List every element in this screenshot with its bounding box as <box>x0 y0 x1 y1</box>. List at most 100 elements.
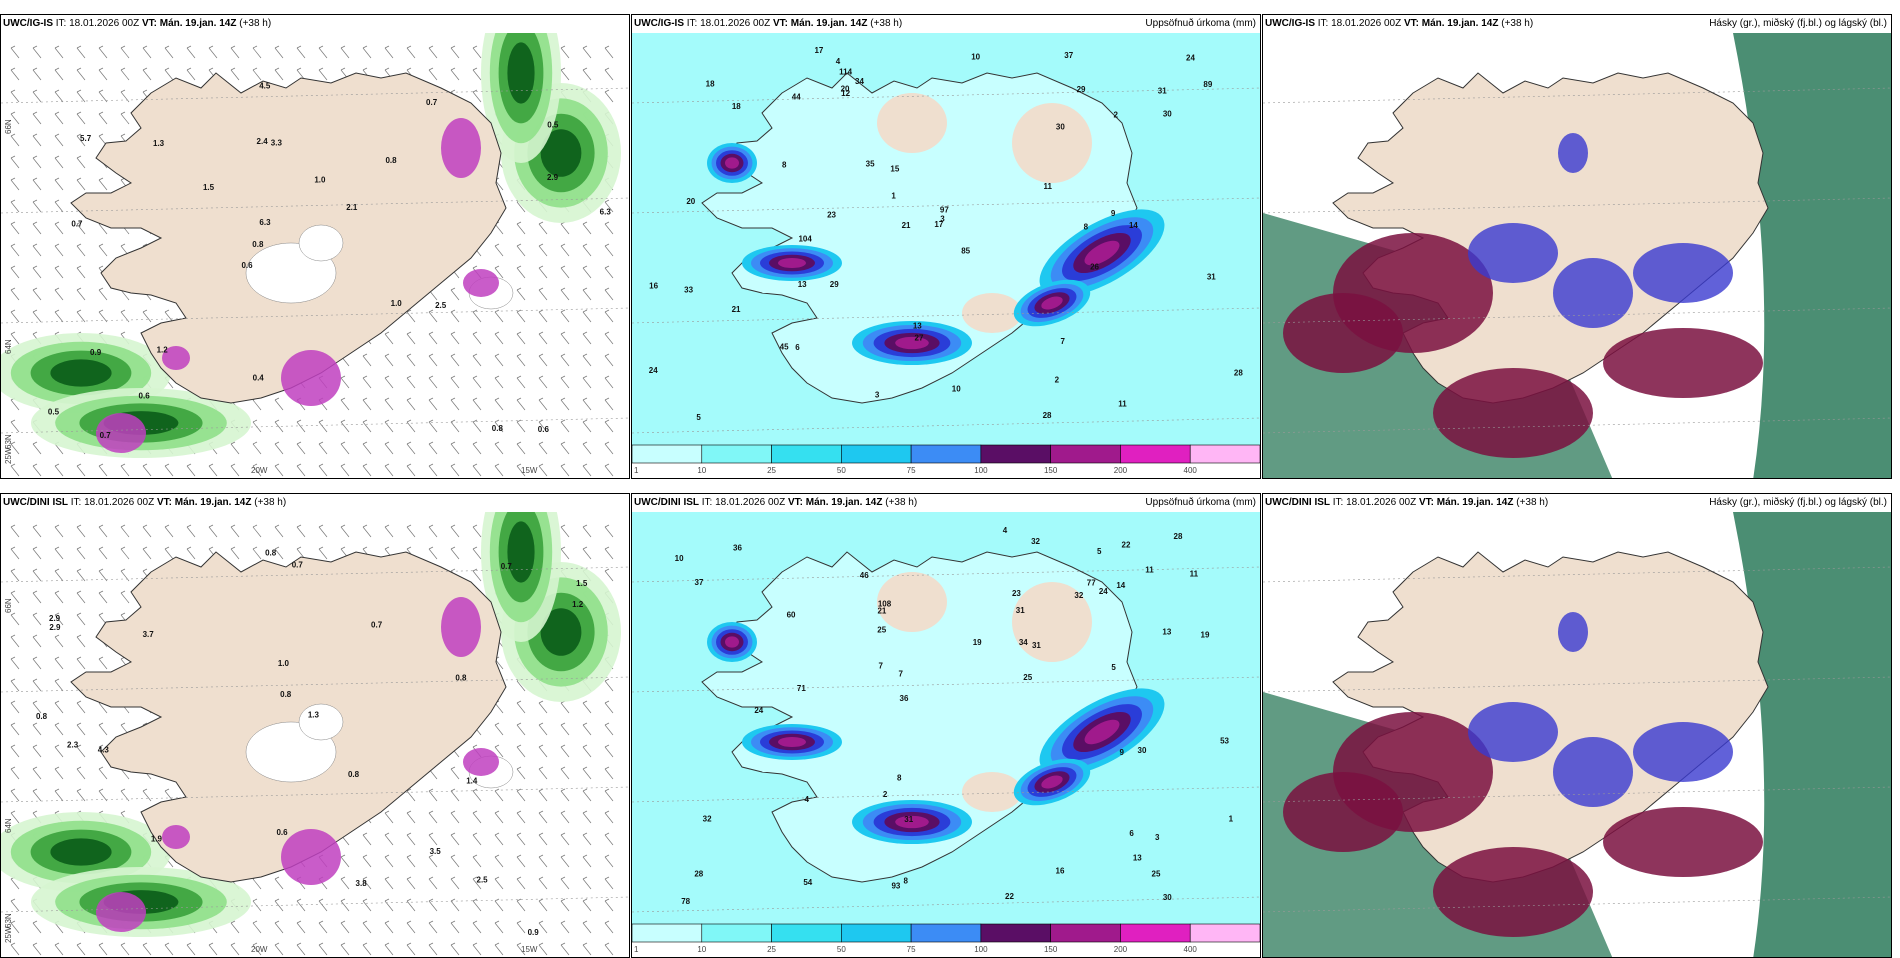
wind-barb <box>76 546 86 560</box>
wind-barb <box>582 265 592 279</box>
wind-barb <box>76 590 86 604</box>
precip-core <box>1084 719 1120 745</box>
wind-barb <box>54 656 64 670</box>
low-cloud-area <box>1633 243 1733 303</box>
wind-barb <box>98 463 108 477</box>
wind-barb <box>560 524 570 538</box>
value-label: 1.3 <box>308 710 320 719</box>
wind-barb <box>450 287 460 301</box>
wind-barb <box>76 177 86 191</box>
colorbar-tick-label: 1 <box>634 466 639 475</box>
wind-barb <box>32 67 42 81</box>
wind-barb <box>384 419 394 433</box>
wind-barb <box>362 419 372 433</box>
value-label: 1.4 <box>466 776 478 785</box>
wind-barb <box>516 353 526 367</box>
precip-value-label: 11 <box>1190 570 1199 579</box>
wind-barb <box>516 463 526 477</box>
wind-barb <box>604 744 614 758</box>
wind-barb <box>538 898 548 912</box>
wind-barb <box>560 265 570 279</box>
wind-barb <box>340 419 350 433</box>
wind-barb <box>582 700 592 714</box>
wind-barb <box>120 45 130 59</box>
mid-cloud-area <box>1283 772 1403 852</box>
precip-band <box>507 521 535 583</box>
wind-barb <box>428 942 438 956</box>
wind-barb <box>318 546 328 560</box>
wind-barb <box>604 331 614 345</box>
value-label: 1.9 <box>151 834 163 843</box>
wind-barb <box>142 67 152 81</box>
wind-barb <box>252 920 262 934</box>
wind-barb <box>516 876 526 890</box>
wind-barb <box>54 309 64 323</box>
precip-value-label: 32 <box>1074 591 1083 600</box>
wind-barb <box>604 265 614 279</box>
wind-barb <box>274 876 284 890</box>
wind-barb <box>604 287 614 301</box>
colorbar-swatch <box>980 923 1051 943</box>
wind-barb <box>32 590 42 604</box>
value-label: 0.9 <box>90 348 102 357</box>
wind-barb <box>76 111 86 125</box>
wind-barb <box>494 854 504 868</box>
precip-value-label: 14 <box>1116 581 1125 590</box>
value-label: 1.2 <box>572 600 584 609</box>
wind-barb <box>406 524 416 538</box>
value-label: 1.2 <box>157 345 169 354</box>
wind-barb <box>10 155 20 169</box>
wind-barb <box>406 810 416 824</box>
wind-barb <box>318 67 328 81</box>
precip-value-label: 93 <box>891 882 900 891</box>
precip-value-label: 30 <box>1056 123 1065 132</box>
wind-barb <box>340 463 350 477</box>
precip-value-label: 28 <box>1234 368 1243 377</box>
wind-barb <box>10 744 20 758</box>
panel-right-title: Uppsöfnuð úrkoma (mm) <box>1145 497 1256 508</box>
wind-barb <box>450 441 460 455</box>
wind-barb <box>406 375 416 389</box>
wind-barb <box>164 524 174 538</box>
wind-barb <box>10 788 20 802</box>
wind-barb <box>10 67 20 81</box>
wind-barb <box>538 375 548 389</box>
precip-map: 2225192828313232373124254636343093108247… <box>632 512 1260 954</box>
wind-barb <box>54 243 64 257</box>
wind-barb <box>384 920 394 934</box>
wind-barb <box>76 656 86 670</box>
wind-barb <box>54 287 64 301</box>
panel-wind-igis: UWC/IG-IS IT: 18.01.2026 00Z VT: Mán. 19… <box>0 14 630 479</box>
wind-barb <box>582 722 592 736</box>
wind-barb <box>604 898 614 912</box>
wind-barb <box>230 45 240 59</box>
wind-barb <box>560 463 570 477</box>
wind-barb <box>10 898 20 912</box>
dry-area <box>1012 103 1092 183</box>
wind-barb <box>560 744 570 758</box>
precip-value-label: 104 <box>798 235 812 244</box>
wind-barb <box>560 788 570 802</box>
wind-barb <box>142 788 152 802</box>
precip-value-label: 21 <box>877 607 886 616</box>
precip-value-label: 15 <box>890 165 899 174</box>
wind-barb <box>362 45 372 59</box>
wind-barb <box>604 397 614 411</box>
precip-value-label: 16 <box>1056 866 1065 875</box>
wind-barb <box>560 700 570 714</box>
wind-barb <box>76 788 86 802</box>
wind-barb <box>516 810 526 824</box>
value-label: 3.8 <box>356 879 368 888</box>
wind-barb <box>252 419 262 433</box>
wind-barb <box>604 524 614 538</box>
wind-barb <box>494 942 504 956</box>
wind-barb <box>604 309 614 323</box>
wind-barb <box>362 942 372 956</box>
value-label: 0.8 <box>455 673 467 682</box>
colorbar-swatch <box>980 444 1051 464</box>
wind-barb <box>230 463 240 477</box>
wind-barb <box>230 942 240 956</box>
value-label: 2.3 <box>67 740 79 749</box>
precip-value-label: 7 <box>879 662 884 671</box>
wind-barb <box>560 441 570 455</box>
